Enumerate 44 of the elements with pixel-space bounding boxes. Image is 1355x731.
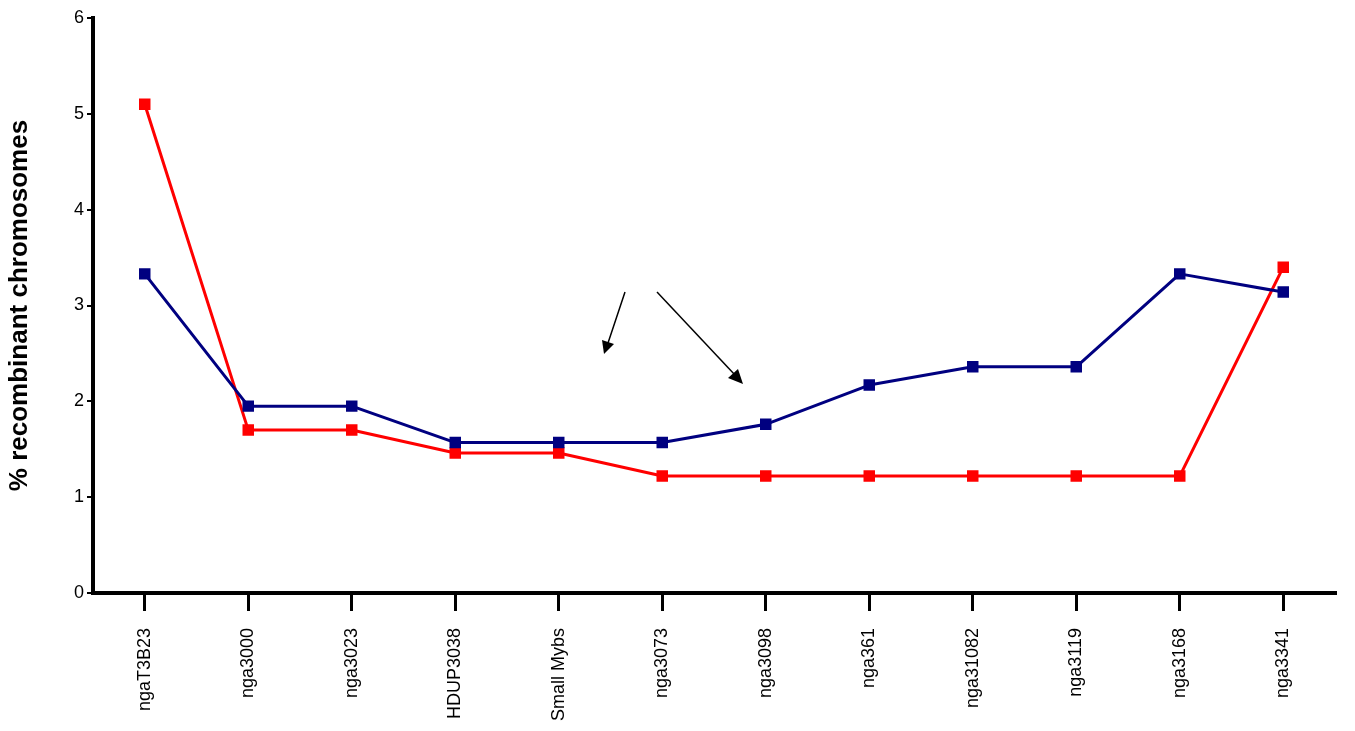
x-tick-label: ngaT3B23 (133, 628, 154, 712)
x-tick-label: nga3098 (754, 628, 775, 699)
x-tick-label: nga361 (858, 628, 879, 689)
point (1070, 470, 1082, 482)
x-tick-label: nga31082 (961, 628, 982, 709)
x-tick-label: Small Mybs (547, 628, 568, 722)
point (1070, 361, 1082, 373)
point (1174, 268, 1186, 280)
point (967, 361, 979, 373)
point (449, 436, 461, 449)
point (346, 400, 358, 412)
y-tick-label: 1 (73, 486, 84, 507)
x-tick-label: nga3341 (1272, 628, 1293, 699)
point (760, 470, 772, 482)
point (1174, 470, 1186, 482)
y-axis-title: % recombinant chromosomes (2, 119, 33, 492)
point (656, 436, 668, 449)
y-tick-label: 5 (73, 102, 84, 123)
x-tick-label: HDUP3038 (444, 628, 465, 720)
point (242, 424, 254, 436)
point (1277, 286, 1289, 298)
x-tick-label: nga3073 (651, 628, 672, 699)
y-tick-label: 2 (73, 390, 84, 411)
x-tick-label: nga3023 (340, 628, 361, 699)
point (863, 470, 875, 482)
point (553, 447, 565, 459)
y-tick-label: 0 (73, 581, 84, 602)
point (656, 470, 668, 482)
point (1277, 261, 1289, 273)
y-tick-label: 6 (73, 6, 84, 27)
x-tick-label: nga3000 (237, 628, 258, 699)
point (139, 268, 151, 280)
point (863, 379, 875, 391)
y-tick-label: 4 (73, 198, 84, 219)
point (242, 400, 254, 412)
point (449, 447, 461, 459)
point (553, 436, 565, 449)
point (346, 424, 358, 436)
point (760, 418, 772, 431)
x-tick-label: nga3168 (1168, 628, 1189, 699)
y-tick-label: 3 (73, 294, 84, 315)
x-tick-label: nga3119 (1065, 628, 1086, 697)
point (967, 470, 979, 482)
point (139, 98, 151, 110)
